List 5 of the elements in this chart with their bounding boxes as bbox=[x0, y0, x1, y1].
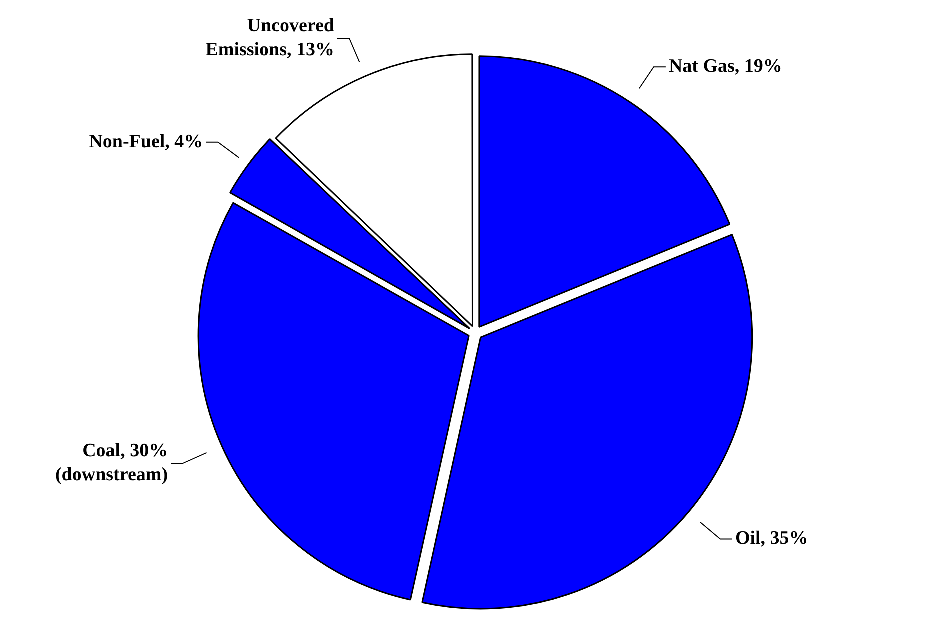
slice-label: Coal, 30% (downstream) bbox=[55, 440, 168, 486]
slice-label: Oil, 35% bbox=[735, 528, 808, 550]
slice-label: Nat Gas, 19% bbox=[668, 56, 782, 77]
slice-label: Uncovered Emissions, 13% bbox=[206, 15, 335, 60]
slice-label: Non-Fuel, 4% bbox=[89, 131, 204, 152]
